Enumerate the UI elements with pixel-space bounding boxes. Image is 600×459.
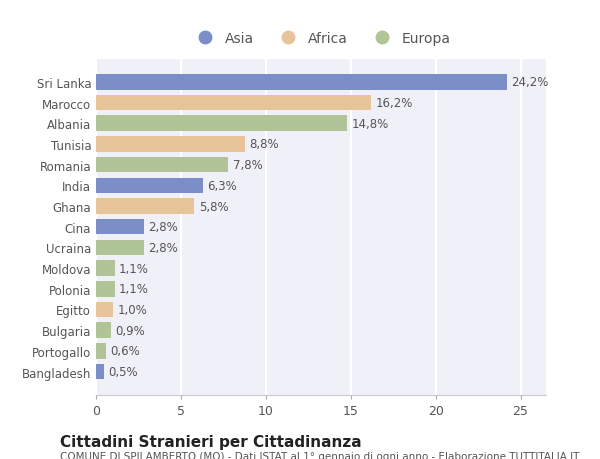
Bar — [96, 261, 115, 276]
Text: 7,8%: 7,8% — [233, 159, 262, 172]
Legend: Asia, Africa, Europa: Asia, Africa, Europa — [185, 26, 457, 51]
Bar — [96, 302, 113, 318]
Text: COMUNE DI SPILAMBERTO (MO) - Dati ISTAT al 1° gennaio di ogni anno - Elaborazion: COMUNE DI SPILAMBERTO (MO) - Dati ISTAT … — [60, 451, 580, 459]
Bar — [96, 219, 143, 235]
Text: 5,8%: 5,8% — [199, 200, 229, 213]
Text: 8,8%: 8,8% — [250, 138, 280, 151]
Text: 2,8%: 2,8% — [148, 241, 178, 254]
Bar — [96, 240, 143, 256]
Bar — [96, 343, 106, 359]
Text: Cittadini Stranieri per Cittadinanza: Cittadini Stranieri per Cittadinanza — [60, 434, 362, 449]
Bar — [96, 116, 347, 132]
Bar — [96, 157, 229, 173]
Text: 0,5%: 0,5% — [109, 365, 139, 378]
Bar — [96, 199, 194, 214]
Text: 1,1%: 1,1% — [119, 262, 149, 275]
Text: 0,6%: 0,6% — [110, 345, 140, 358]
Bar — [96, 281, 115, 297]
Text: 6,3%: 6,3% — [207, 179, 237, 192]
Bar — [96, 178, 203, 194]
Bar — [96, 364, 104, 380]
Bar — [96, 137, 245, 152]
Text: 0,9%: 0,9% — [116, 324, 145, 337]
Text: 1,0%: 1,0% — [117, 303, 147, 316]
Text: 1,1%: 1,1% — [119, 283, 149, 296]
Text: 2,8%: 2,8% — [148, 221, 178, 234]
Text: 14,8%: 14,8% — [352, 118, 389, 130]
Bar — [96, 75, 507, 90]
Text: 24,2%: 24,2% — [511, 76, 548, 89]
Bar — [96, 323, 111, 338]
Text: 16,2%: 16,2% — [376, 97, 413, 110]
Bar — [96, 95, 371, 111]
